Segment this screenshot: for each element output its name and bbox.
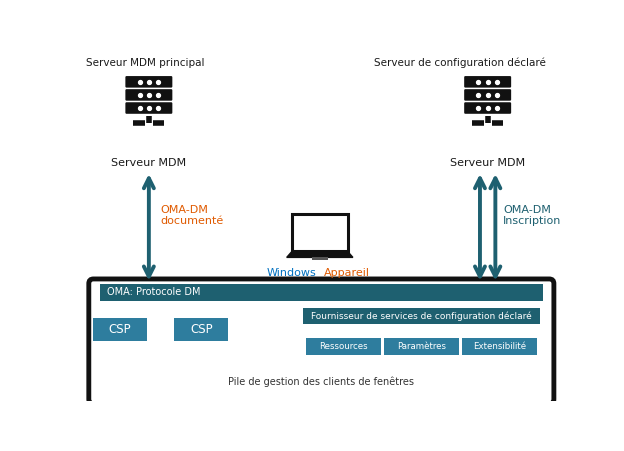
FancyBboxPatch shape xyxy=(292,214,348,251)
Text: Fournisseur de services de configuration déclaré: Fournisseur de services de configuration… xyxy=(311,311,532,321)
Polygon shape xyxy=(286,251,353,258)
FancyBboxPatch shape xyxy=(384,338,459,355)
Text: Pile de gestion des clients de fenêtres: Pile de gestion des clients de fenêtres xyxy=(228,376,414,387)
Text: Inscription: Inscription xyxy=(503,216,562,226)
FancyBboxPatch shape xyxy=(464,102,511,114)
FancyBboxPatch shape xyxy=(174,318,228,341)
FancyBboxPatch shape xyxy=(125,89,172,101)
Text: CSP: CSP xyxy=(109,323,131,336)
Text: Serveur MDM: Serveur MDM xyxy=(111,158,187,168)
Text: Extensibilité: Extensibilité xyxy=(473,342,526,351)
FancyBboxPatch shape xyxy=(125,102,172,114)
FancyBboxPatch shape xyxy=(464,76,511,87)
Text: OMA: Protocole DM: OMA: Protocole DM xyxy=(107,287,201,297)
Text: OMA-DM: OMA-DM xyxy=(160,205,208,216)
Text: Serveur MDM principal: Serveur MDM principal xyxy=(85,58,204,68)
Text: OMA-DM: OMA-DM xyxy=(503,205,551,216)
Text: Windows: Windows xyxy=(266,268,316,278)
FancyBboxPatch shape xyxy=(306,338,381,355)
Text: Serveur de configuration déclaré: Serveur de configuration déclaré xyxy=(374,58,547,69)
FancyBboxPatch shape xyxy=(92,318,147,341)
FancyBboxPatch shape xyxy=(464,89,511,101)
Text: CSP: CSP xyxy=(190,323,213,336)
Text: Serveur MDM: Serveur MDM xyxy=(450,158,525,168)
FancyBboxPatch shape xyxy=(303,308,540,324)
Text: documenté: documenté xyxy=(160,216,223,226)
Text: Paramètres: Paramètres xyxy=(397,342,446,351)
FancyBboxPatch shape xyxy=(100,284,543,300)
FancyBboxPatch shape xyxy=(462,338,537,355)
FancyBboxPatch shape xyxy=(89,279,554,404)
FancyBboxPatch shape xyxy=(125,76,172,87)
Text: Appareil: Appareil xyxy=(324,268,369,278)
Text: Ressources: Ressources xyxy=(319,342,368,351)
FancyBboxPatch shape xyxy=(312,258,328,261)
